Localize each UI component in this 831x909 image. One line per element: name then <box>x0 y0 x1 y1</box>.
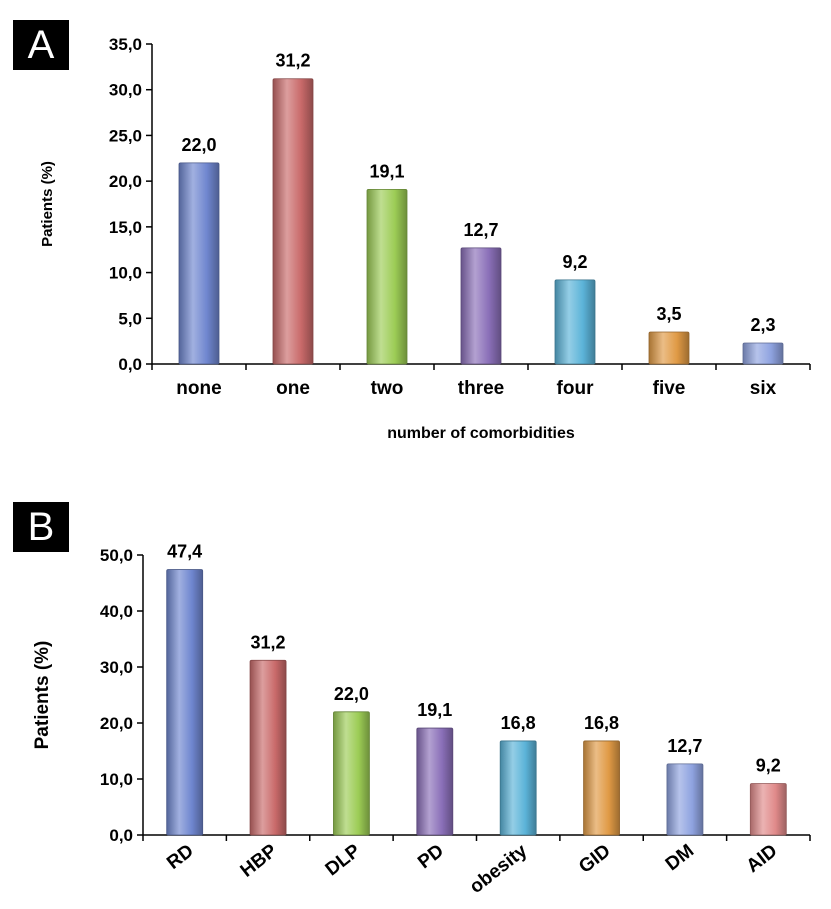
y-tick-label: 10,0 <box>100 770 133 789</box>
bar-HBP <box>249 659 287 836</box>
data-label-obesity: 16,8 <box>501 713 536 733</box>
x-tick-label-GID: GID <box>575 840 615 877</box>
data-label-four: 9,2 <box>562 252 587 272</box>
data-label-AID: 9,2 <box>756 755 781 775</box>
bar-RD <box>166 569 204 836</box>
bar-two <box>366 188 408 365</box>
y-tick-label: 20,0 <box>100 714 133 733</box>
bar-four <box>554 279 596 365</box>
y-tick-label: 25,0 <box>109 126 142 145</box>
data-label-none: 22,0 <box>181 135 216 155</box>
data-label-two: 19,1 <box>369 161 404 181</box>
y-tick-label: 50,0 <box>100 546 133 565</box>
data-label-five: 3,5 <box>656 304 681 324</box>
y-tick-label: 20,0 <box>109 172 142 191</box>
data-label-RD: 47,4 <box>167 542 202 562</box>
y-tick-label: 0,0 <box>109 826 133 845</box>
x-tick-label-five: five <box>653 378 686 399</box>
data-label-six: 2,3 <box>750 315 775 335</box>
x-tick-label-obesity: obesity <box>466 840 532 898</box>
bar-chart-b: 0,0 10,0 20,0 30,0 40,0 50,0 47,4 RD 31,2 HBP 22,0… <box>32 542 811 898</box>
bar-three <box>460 247 502 365</box>
y-tick-label: 0,0 <box>118 355 142 374</box>
y-tick-label: 5,0 <box>118 309 142 328</box>
y-tick-label: 40,0 <box>100 602 133 621</box>
x-tick-label-DM: DM <box>662 840 698 875</box>
x-tick-label-two: two <box>371 378 404 399</box>
x-tick-label-HBP: HBP <box>237 840 282 881</box>
chart-panel-b: B 0,0 10,0 20,0 30,0 40,0 50,0 47,4 RD 31,2 HBP 22… <box>0 490 831 909</box>
x-axis-title: number of comorbidities <box>387 425 575 442</box>
y-tick-label: 30,0 <box>109 81 142 100</box>
data-label-PD: 19,1 <box>417 700 452 720</box>
bar-DLP <box>333 711 370 836</box>
bar-obesity <box>499 740 537 836</box>
bar-DM <box>666 763 704 836</box>
x-tick-label-one: one <box>276 378 310 399</box>
data-label-HBP: 31,2 <box>251 632 286 652</box>
bar-GID <box>583 740 620 836</box>
y-axis-title: Patients (%) <box>32 641 53 750</box>
bar-five <box>648 331 690 365</box>
bar-one <box>272 78 314 365</box>
y-tick-label: 35,0 <box>109 35 142 54</box>
data-label-three: 12,7 <box>463 220 498 240</box>
panel-label-a: A <box>13 20 69 70</box>
bar-none <box>178 162 220 365</box>
x-tick-label-RD: RD <box>163 840 198 873</box>
bar-PD <box>416 727 454 836</box>
bar-chart-a: 0,0 5,0 10,0 15,0 20,0 25,0 30,0 35,0 22,0 none 31… <box>39 35 811 442</box>
x-tick-label-AID: AID <box>743 840 782 877</box>
y-tick-label: 15,0 <box>109 218 142 237</box>
data-label-DLP: 22,0 <box>334 684 369 704</box>
x-tick-label-three: three <box>458 378 504 399</box>
x-tick-label-PD: PD <box>414 840 448 873</box>
bar-six <box>742 342 784 365</box>
chart-panel-a: A 0,0 5,0 10,0 15,0 20,0 25,0 30,0 35,0 22,0 none… <box>0 0 831 450</box>
x-tick-label-four: four <box>557 378 595 399</box>
bar-AID <box>749 783 787 836</box>
x-tick-label-none: none <box>176 378 221 399</box>
panel-label-b: B <box>13 502 69 552</box>
data-label-GID: 16,8 <box>584 713 619 733</box>
x-tick-label-DLP: DLP <box>322 840 365 880</box>
data-label-one: 31,2 <box>275 51 310 71</box>
y-tick-label: 10,0 <box>109 264 142 283</box>
y-axis-title: Patients (%) <box>39 161 56 247</box>
y-tick-label: 30,0 <box>100 658 133 677</box>
x-tick-label-six: six <box>750 378 777 399</box>
data-label-DM: 12,7 <box>667 736 702 756</box>
